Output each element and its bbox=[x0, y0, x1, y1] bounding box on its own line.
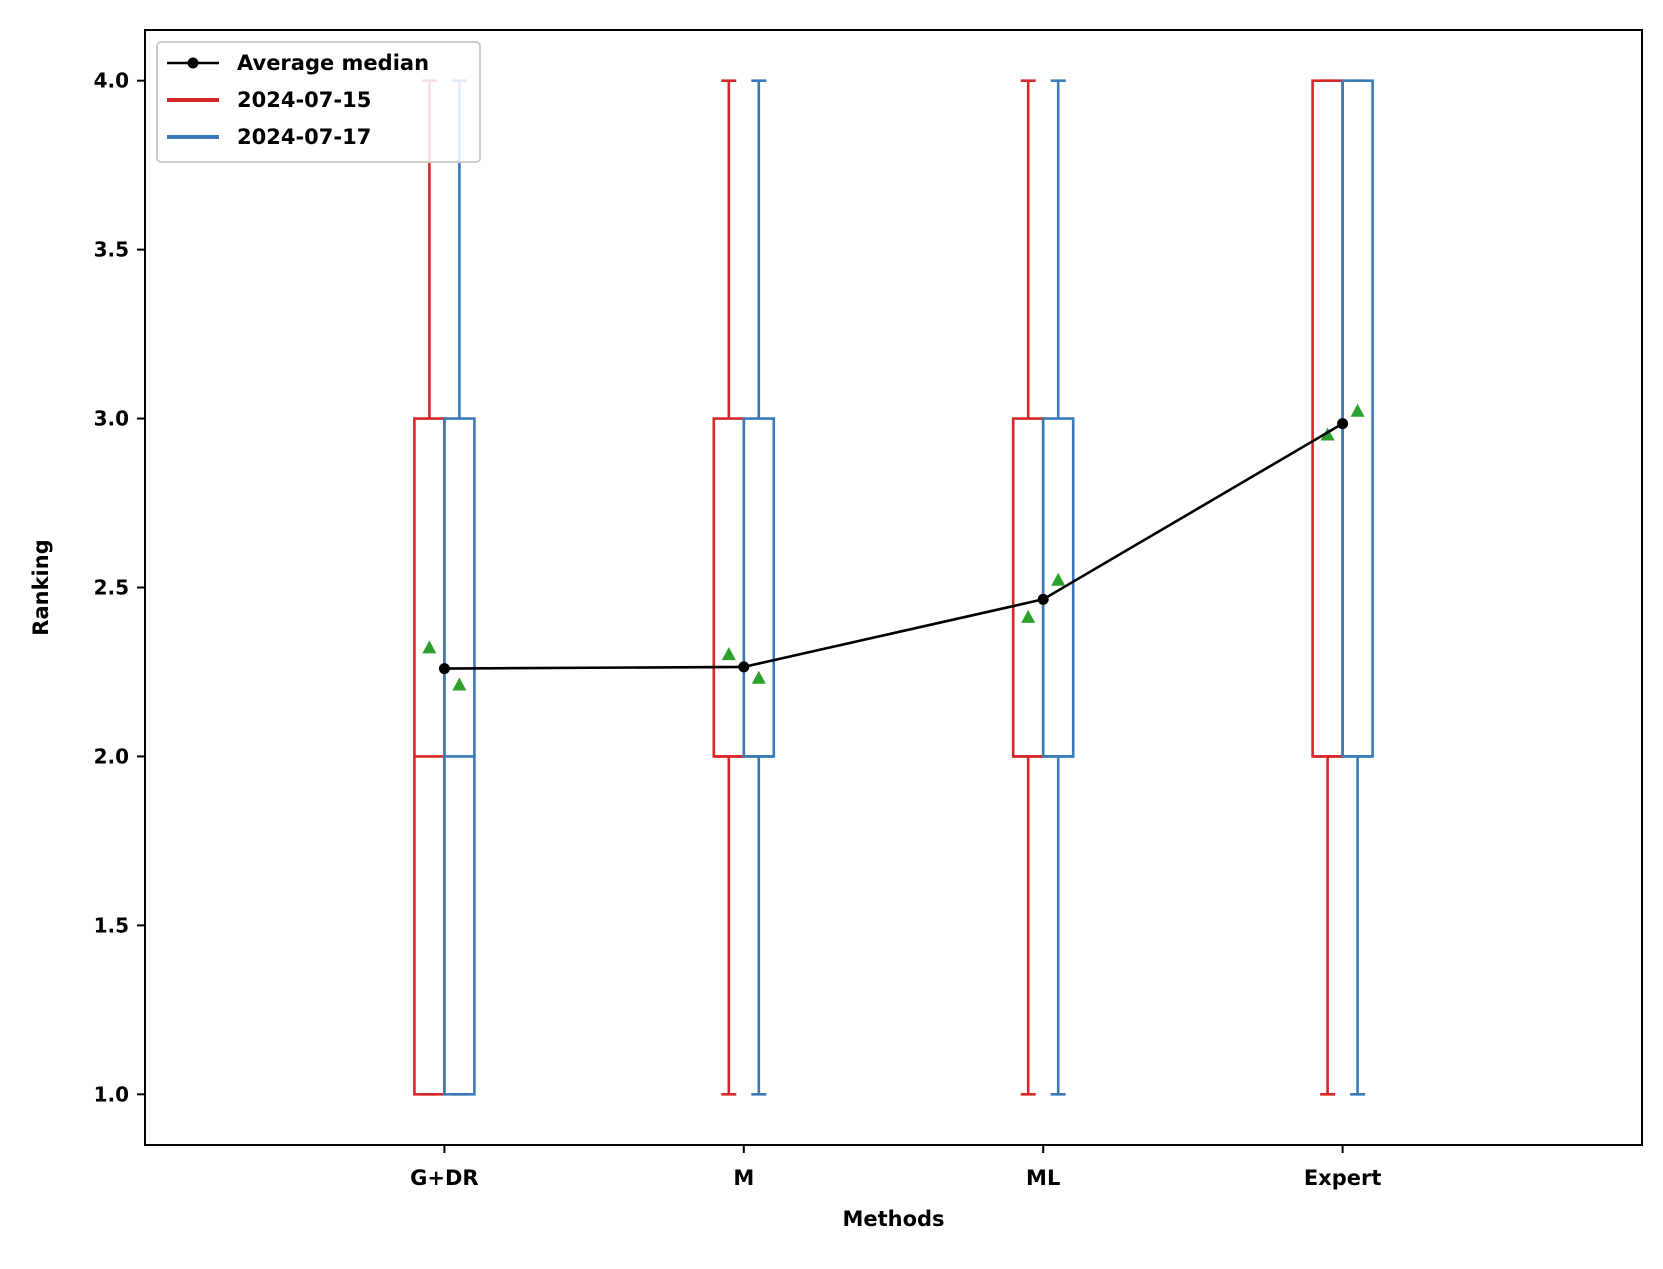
legend: Average median 2024-07-15 2024-07-17 bbox=[156, 41, 481, 163]
box-ML bbox=[1041, 417, 1075, 758]
box-Expert bbox=[1311, 79, 1344, 758]
legend-box bbox=[156, 41, 481, 163]
box-M bbox=[742, 417, 776, 758]
mean-marker bbox=[452, 677, 467, 691]
mean-marker bbox=[1350, 403, 1365, 417]
mean-marker bbox=[1320, 427, 1335, 441]
legend-marker bbox=[187, 57, 199, 69]
y-tick-label: 3.0 bbox=[94, 407, 129, 431]
mean-marker bbox=[422, 640, 437, 654]
average-median-line bbox=[444, 422, 1344, 670]
legend-label: 2024-07-15 bbox=[237, 88, 371, 112]
box-Expert bbox=[1341, 79, 1374, 758]
average-median-point bbox=[438, 663, 450, 675]
average-median-point bbox=[1337, 418, 1349, 430]
x-tick-label: G+DR bbox=[410, 1166, 478, 1190]
axes: 1.0 1.5 2.0 2.5 3.0 3.5 4.0 G+DR M ML Expert Method… bbox=[29, 29, 1643, 1231]
legend-label: Average median bbox=[237, 51, 429, 75]
plot-marks bbox=[413, 79, 1374, 1096]
plot-frame bbox=[144, 29, 1643, 1146]
y-tick-label: 4.0 bbox=[94, 69, 129, 93]
y-tick-label: 2.5 bbox=[94, 576, 129, 600]
series-2024-07-17 bbox=[443, 79, 1374, 1096]
y-axis-label: Ranking bbox=[29, 539, 53, 635]
legend-label: 2024-07-17 bbox=[237, 125, 371, 149]
x-axis-label: Methods bbox=[842, 1207, 944, 1231]
mean-marker bbox=[1051, 572, 1066, 586]
box-M bbox=[712, 417, 746, 758]
x-tick-label: Expert bbox=[1304, 1166, 1382, 1190]
box-ML bbox=[1011, 417, 1045, 758]
average-median-point bbox=[738, 661, 750, 673]
series-2024-07-15 bbox=[413, 79, 1344, 1096]
mean-marker bbox=[721, 647, 736, 661]
x-tick-label: M bbox=[733, 1166, 754, 1190]
average-median-point bbox=[1037, 593, 1049, 605]
y-tick-label: 1.0 bbox=[94, 1082, 129, 1106]
x-tick-label: ML bbox=[1026, 1166, 1060, 1190]
mean-marker bbox=[1021, 609, 1036, 623]
y-tick-label: 1.5 bbox=[94, 913, 129, 937]
y-tick-label: 2.0 bbox=[94, 744, 129, 768]
mean-marker bbox=[751, 670, 766, 684]
y-tick-label: 3.5 bbox=[94, 238, 129, 262]
